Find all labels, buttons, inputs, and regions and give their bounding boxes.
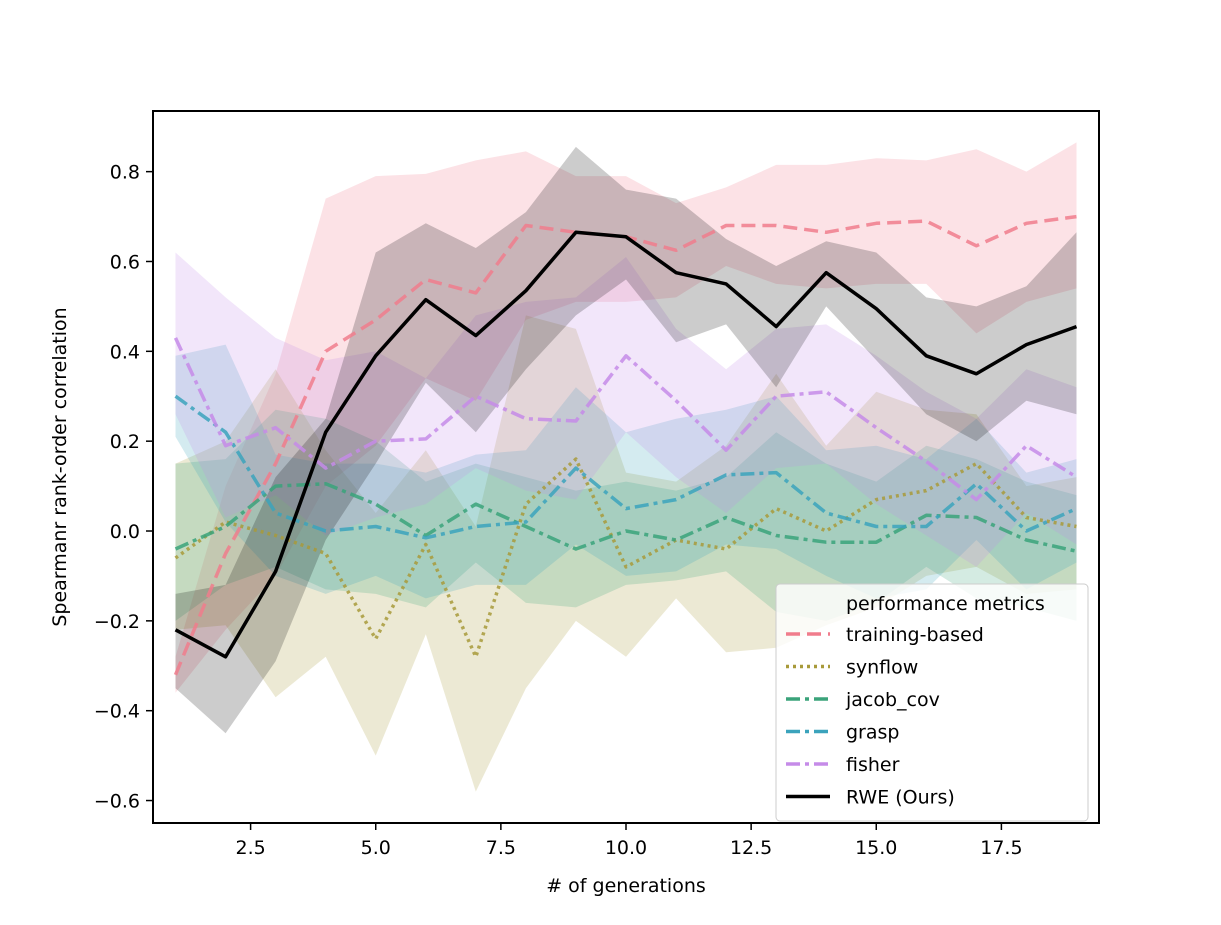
bands-layer <box>175 142 1077 792</box>
band-jacob-cov <box>175 409 1077 621</box>
legend-label-rwe-ours: RWE (Ours) <box>846 787 955 809</box>
legend-label-jacob-cov: jacob_cov <box>845 689 940 711</box>
band-grasp <box>175 344 1077 599</box>
lines-layer <box>173 214 1078 676</box>
legend: performance metrics training-based synflo… <box>775 583 1089 822</box>
y-tick-label: −0.2 <box>94 611 140 633</box>
y-axis: −0.6 −0.4 −0.2 0.0 0.2 0.4 0.6 0.8 <box>94 162 153 813</box>
band-rwe-ours <box>175 146 1077 734</box>
x-axis: 2.5 5.0 7.5 10.0 12.5 15.0 17.5 <box>235 823 1023 859</box>
legend-label-training-based: training-based <box>846 624 984 646</box>
x-tick-label: 7.5 <box>486 837 516 859</box>
series-line-grasp <box>174 394 1078 540</box>
legend-label-synflow: synflow <box>846 657 918 679</box>
x-tick-label: 12.5 <box>730 837 772 859</box>
x-tick-label: 10.0 <box>605 837 647 859</box>
y-tick-label: 0.0 <box>110 521 140 543</box>
x-tick-label: 5.0 <box>361 837 391 859</box>
series-line-jacob-cov <box>174 482 1077 553</box>
series-line-fisher <box>173 337 1078 502</box>
y-tick-label: 0.6 <box>110 251 140 273</box>
series-line-rwe-ours <box>174 230 1078 659</box>
legend-label-fisher: fisher <box>846 754 900 776</box>
band-training-based <box>175 142 1077 693</box>
band-synflow <box>175 315 1077 792</box>
legend-box <box>775 583 1089 822</box>
y-tick-label: −0.6 <box>94 791 140 813</box>
y-tick-label: −0.4 <box>94 701 140 723</box>
legend-label-grasp: grasp <box>846 722 899 744</box>
x-tick-label: 17.5 <box>980 837 1022 859</box>
x-tick-label: 15.0 <box>855 837 897 859</box>
series-line-synflow <box>174 457 1077 659</box>
y-tick-label: 0.4 <box>110 341 140 363</box>
legend-title: performance metrics <box>846 593 1045 615</box>
x-tick-label: 2.5 <box>235 837 265 859</box>
y-tick-label: 0.8 <box>110 162 140 184</box>
x-axis-label: # of generations <box>546 875 706 897</box>
band-fisher <box>175 252 1077 567</box>
y-axis-label: Spearmanr rank-order correlation <box>49 307 71 626</box>
y-tick-label: 0.2 <box>110 431 140 453</box>
